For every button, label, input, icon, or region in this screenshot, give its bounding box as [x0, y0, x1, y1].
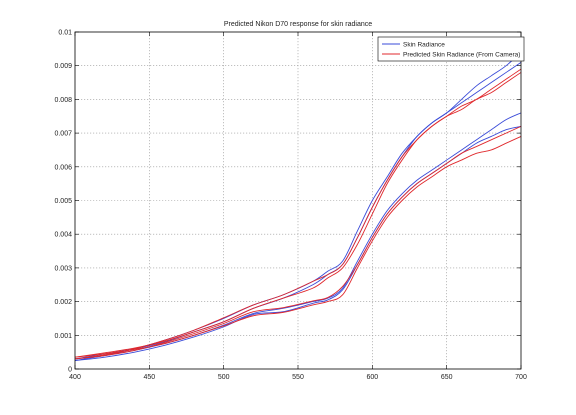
x-tick-label: 700: [515, 374, 527, 381]
x-tick-label: 650: [441, 374, 453, 381]
x-tick-label: 450: [143, 374, 155, 381]
x-tick-label: 500: [218, 374, 230, 381]
chart-title: Predicted Nikon D70 response for skin ra…: [224, 21, 372, 28]
legend-label-skin-radiance: Skin Radiance: [403, 42, 445, 49]
y-tick-label: 0: [68, 367, 72, 374]
predicted-series-line-5: [74, 125, 522, 360]
y-tick-label: 0.003: [54, 265, 72, 272]
legend: Skin Radiance Predicted Skin Radiance (F…: [377, 36, 525, 62]
y-tick-label: 0.007: [54, 131, 72, 138]
y-tick-label: 0.01: [58, 30, 72, 37]
y-tick-label: 0.004: [54, 232, 72, 239]
legend-box: [377, 36, 525, 62]
y-tick-label: 0.005: [54, 198, 72, 205]
y-tick-label: 0.002: [54, 299, 72, 306]
predicted-series-line-4: [74, 136, 522, 358]
y-tick-label: 0.001: [54, 333, 72, 340]
x-tick-label: 400: [69, 374, 81, 381]
predicted-series-line-6: [74, 68, 522, 358]
x-tick-label: 600: [366, 374, 378, 381]
x-tick-label: 550: [292, 374, 304, 381]
y-tick-label: 0.009: [54, 63, 72, 70]
legend-label-predicted: Predicted Skin Radiance (From Camera): [403, 52, 520, 59]
axis-layer: 400 450 500 550 600 650 700 0 0.001 0.002 0.003 0.0…: [54, 30, 526, 382]
y-tick-label: 0.006: [54, 164, 72, 171]
y-tick-label: 0.008: [54, 97, 72, 104]
predicted-series-line-7: [74, 72, 522, 360]
series-layer: [74, 51, 522, 362]
